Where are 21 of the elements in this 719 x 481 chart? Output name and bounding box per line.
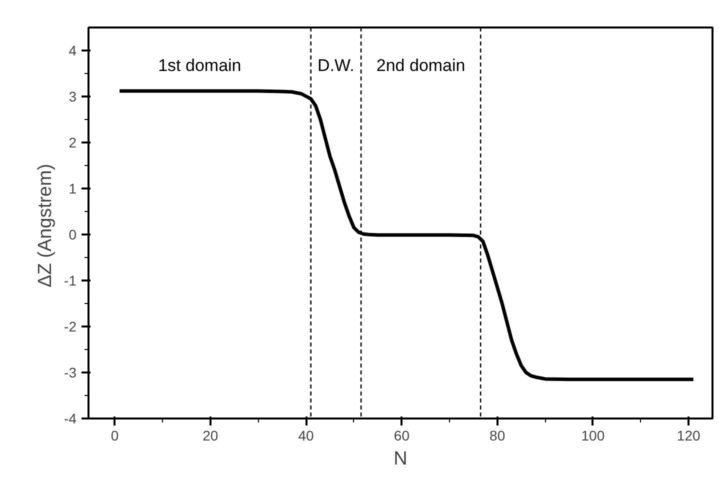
y-tick-label: 2	[68, 134, 77, 150]
annotation: 1st domain	[158, 56, 242, 75]
x-tick-label: 80	[490, 428, 506, 444]
annotation: D.W.	[318, 56, 354, 75]
y-tick-label: 3	[68, 88, 77, 104]
y-tick-label: -3	[64, 364, 77, 380]
y-tick-label: 0	[68, 226, 77, 242]
x-axis-title: N	[394, 448, 408, 470]
x-tick-label: 120	[676, 428, 700, 444]
y-tick-label: -2	[64, 318, 77, 334]
y-axis-title: ΔZ (Angstrem)	[35, 164, 56, 288]
y-tick-label: -1	[64, 272, 77, 288]
x-tick-label: 60	[394, 428, 410, 444]
y-tick-label: 4	[68, 42, 77, 58]
y-tick-label: -4	[64, 410, 77, 426]
x-tick-label: 100	[581, 428, 605, 444]
annotation: 2nd domain	[376, 56, 466, 75]
x-tick-label: 0	[110, 428, 119, 444]
x-tick-label: 20	[202, 428, 218, 444]
x-tick-label: 40	[298, 428, 314, 444]
y-tick-label: 1	[68, 180, 77, 196]
